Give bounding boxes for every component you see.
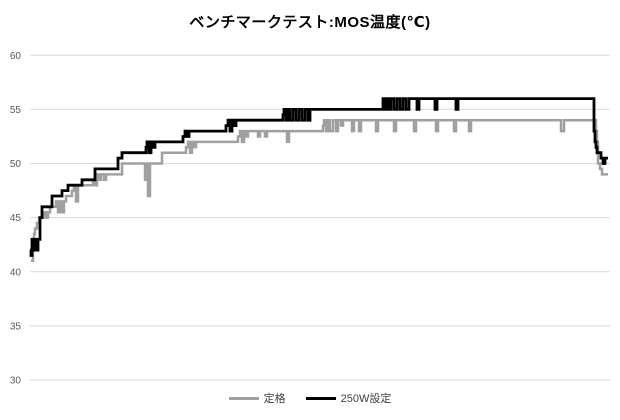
y-tick-label-30: 30: [10, 375, 22, 386]
legend-item-250w: 250W設定: [305, 390, 392, 406]
legend-swatch-250w: [305, 396, 336, 400]
legend-swatch-rated: [228, 396, 259, 400]
legend-label-rated: 定格: [263, 393, 286, 405]
y-tick-label-45: 45: [10, 213, 22, 224]
chart-title: ベンチマークテスト:MOS温度(℃): [189, 14, 431, 31]
y-tick-label-55: 55: [10, 105, 22, 116]
legend: 定格 250W設定: [0, 390, 620, 406]
series-line-rated: [31, 118, 608, 263]
y-tick-label-40: 40: [10, 267, 22, 278]
y-tick-label-60: 60: [10, 51, 22, 62]
y-tick-label-50: 50: [10, 159, 22, 170]
y-axis-tick-labels: 60 55 50 45 40 35 30: [10, 51, 22, 387]
series-lines: [29, 97, 608, 263]
series-line-250w: [29, 97, 608, 257]
y-tick-label-35: 35: [10, 321, 22, 332]
legend-label-250w: 250W設定: [340, 393, 392, 405]
gridlines: [30, 54, 610, 381]
legend-item-rated: 定格: [228, 390, 286, 406]
